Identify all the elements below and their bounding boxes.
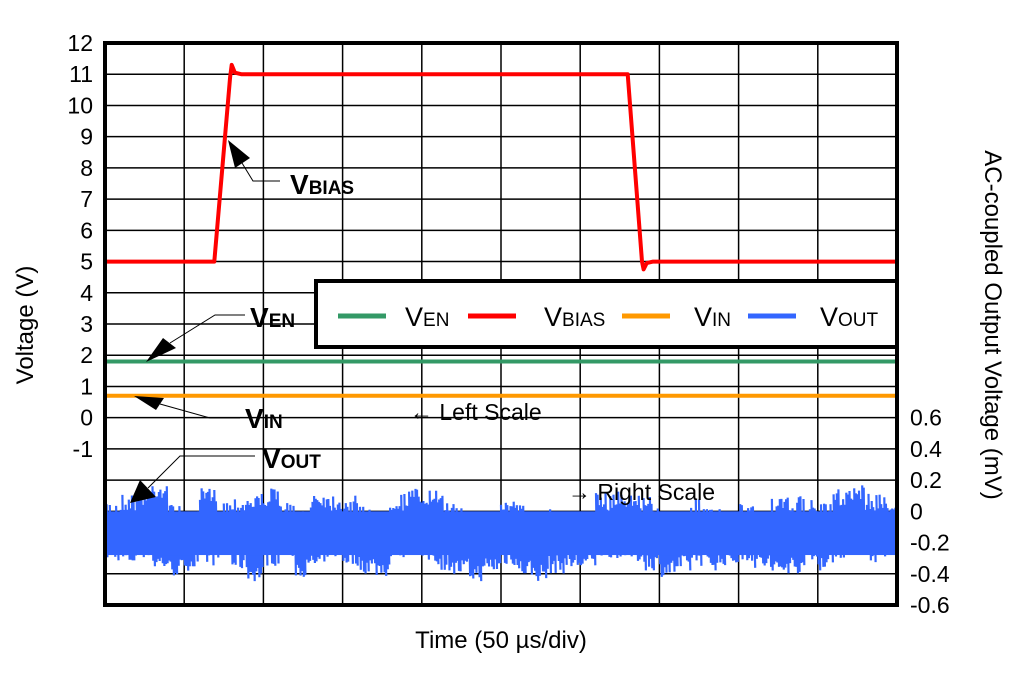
- y-tick-label: -1: [73, 436, 93, 462]
- vin-label: VIN: [245, 403, 283, 434]
- y-tick-label: 2: [80, 342, 93, 368]
- y-tick-label: 12: [67, 30, 93, 56]
- traces: [103, 62, 898, 582]
- annotations: VBIAS VEN VIN VOUT ← Left Scale → Right …: [130, 140, 715, 505]
- vin-leader: [159, 403, 240, 419]
- y-tick-label: 6: [80, 217, 93, 243]
- vbias-arrow-icon: [228, 140, 250, 168]
- y-tick-label: 10: [67, 92, 93, 118]
- y-right-tick-label: -0.2: [910, 530, 950, 556]
- vout-arrow-icon: [130, 480, 156, 503]
- y-tick-label: 4: [80, 280, 93, 306]
- y-tick-label: 7: [80, 186, 93, 212]
- legend-in-label: VIN: [694, 302, 731, 332]
- ven-label: VEN: [250, 302, 295, 333]
- right-scale-note: → Right Scale: [568, 479, 715, 505]
- legend-en-label: VEN: [405, 302, 449, 332]
- left-scale-note: ← Left Scale: [410, 399, 542, 425]
- vout-label: VOUT: [262, 443, 321, 474]
- y-tick-label: 9: [80, 124, 93, 150]
- legend: VEN VBIAS VIN VOUT: [314, 279, 899, 349]
- vbias-label: VBIAS: [290, 169, 354, 200]
- y-tick-label: 11: [69, 61, 93, 87]
- y-axis-title: Voltage (V): [12, 266, 39, 385]
- series-bias: [105, 62, 897, 272]
- y-right-tick-label: 0.2: [910, 467, 942, 493]
- y-right-tick-label: 0.4: [910, 436, 942, 462]
- y-right-tick-label: -0.4: [910, 561, 950, 587]
- legend-bias-label: VBIAS: [544, 302, 605, 332]
- x-axis-title: Time (50 µs/div): [415, 627, 587, 654]
- y-right-tick-label: -0.6: [910, 592, 950, 618]
- y-tick-label: 5: [80, 249, 93, 275]
- vout-leader: [147, 455, 255, 489]
- y-right-tick-label: 0.6: [910, 405, 942, 431]
- y-axis-right-title: AC-coupled Output Voltage (mV): [979, 150, 1006, 500]
- y-tick-label: 8: [80, 155, 93, 181]
- vbias-leader: [241, 162, 280, 182]
- legend-out-label: VOUT: [820, 302, 879, 332]
- ven-arrow-icon: [146, 338, 176, 362]
- series-out-band: [105, 511, 897, 556]
- y-tick-label: 0: [80, 405, 93, 431]
- y-tick-label: 1: [80, 373, 93, 399]
- vin-arrow-icon: [134, 396, 164, 410]
- ven-leader: [169, 314, 245, 344]
- y-tick-label: 3: [80, 311, 93, 337]
- y-right-tick-label: 0: [910, 498, 923, 524]
